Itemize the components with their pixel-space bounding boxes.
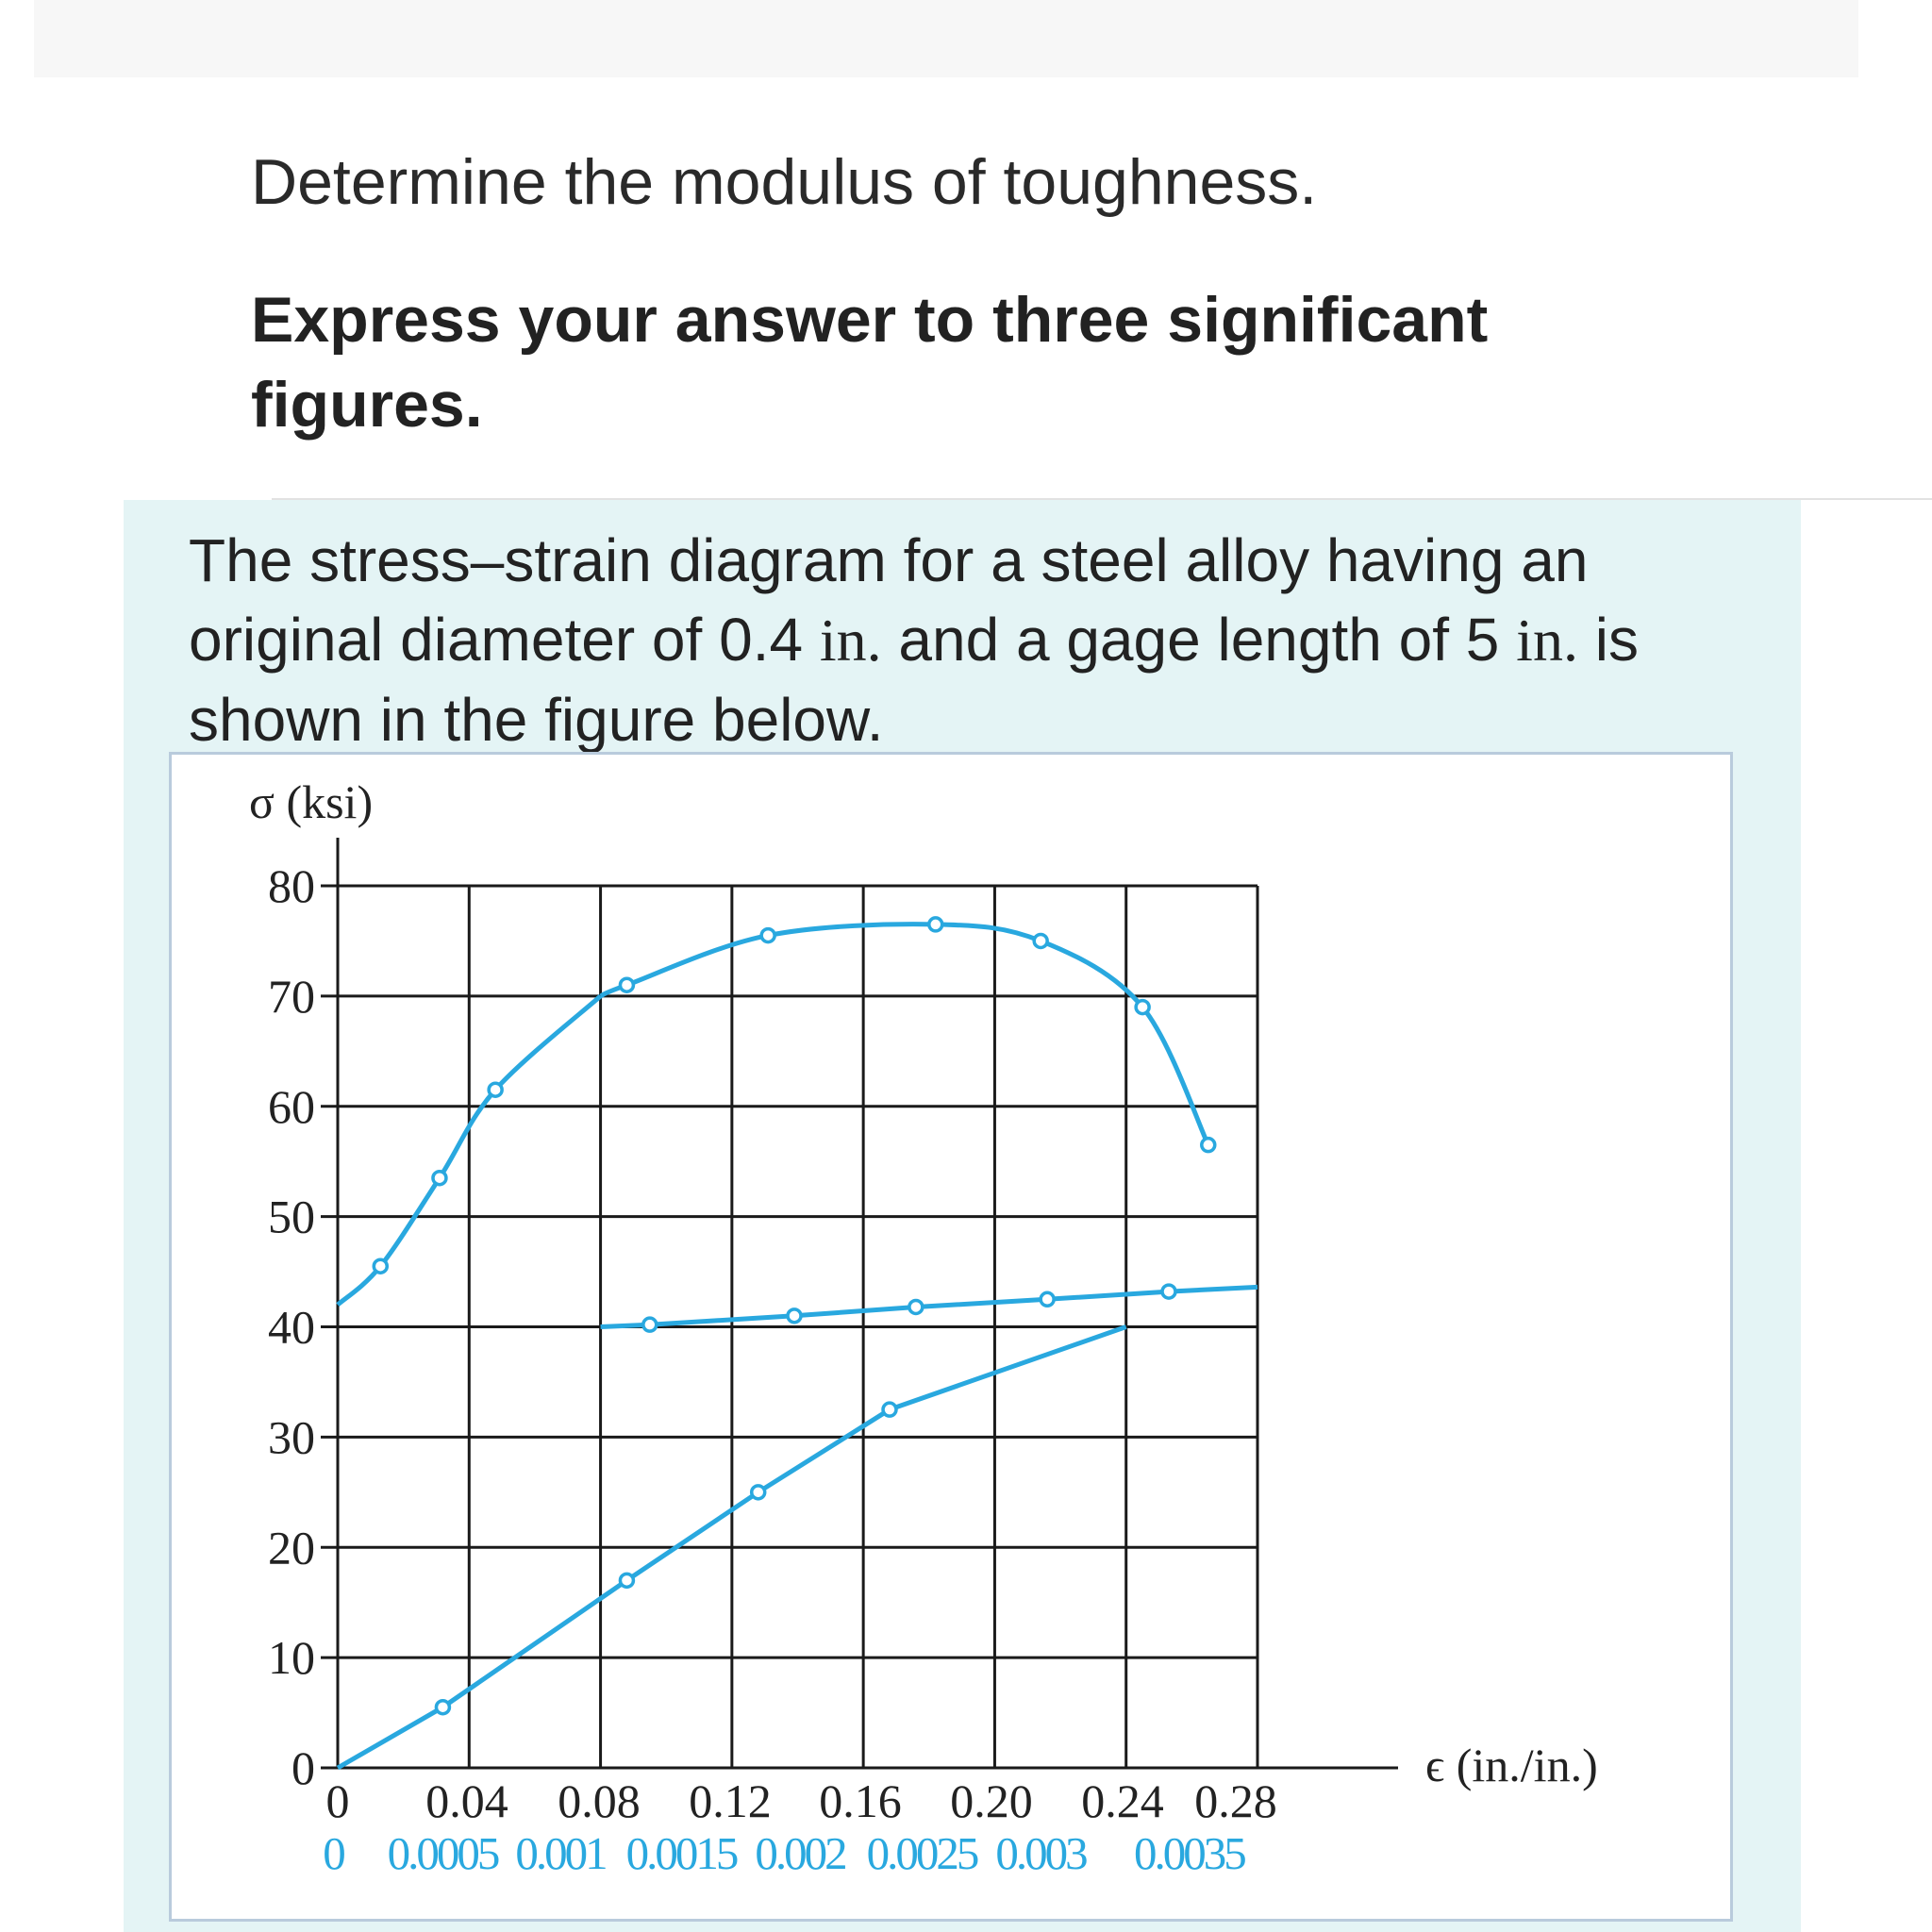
data-point-s0-0	[372, 1257, 390, 1274]
stress-strain-figure: σ (ksi) ϵ (in./in.) 0 10 20 30 40 50 60 70 80 0 0.…	[169, 752, 1733, 1922]
x-tick-label-primary: 0.24	[1081, 1774, 1164, 1827]
data-point-s0-2	[487, 1081, 504, 1098]
x-tick-label-secondary: 0.0035	[1134, 1827, 1245, 1879]
x-tick-label-primary: 0.12	[689, 1774, 772, 1827]
data-point-s2-4	[1160, 1283, 1177, 1300]
data-point-s0-5	[927, 916, 944, 933]
unit-diameter: in.	[819, 607, 882, 674]
x-tick-label-secondary: 0.001	[515, 1827, 606, 1879]
data-point-s0-4	[759, 926, 776, 944]
y-tick-label: 10	[268, 1631, 315, 1684]
problem-text-1: The stress–strain diagram for a steel al…	[189, 526, 1589, 674]
grid	[321, 838, 1398, 1770]
data-point-s2-1	[786, 1307, 803, 1324]
data-point-s1-0	[434, 1698, 452, 1716]
unit-gage-length: in.	[1516, 607, 1578, 674]
data-point-s0-1	[431, 1169, 448, 1187]
x-tick-label-secondary: 0.002	[755, 1827, 845, 1879]
data-points	[372, 916, 1217, 1716]
question-prompt: Determine the modulus of toughness.	[251, 146, 1318, 218]
data-point-s2-3	[1039, 1291, 1056, 1308]
x-tick-label-primary: 0.28	[1194, 1774, 1277, 1827]
problem-statement: The stress–strain diagram for a steel al…	[189, 521, 1774, 759]
x-tick-label-secondary: 0.003	[995, 1827, 1087, 1879]
x-tick-label-primary: 0.20	[950, 1774, 1033, 1827]
stress-strain-chart: σ (ksi) ϵ (in./in.) 0 10 20 30 40 50 60 70 80 0 0.…	[249, 775, 1598, 1879]
data-point-s0-8	[1200, 1136, 1217, 1154]
divider	[272, 498, 1932, 500]
x-tick-label-secondary: 0	[323, 1827, 344, 1879]
y-tick-label: 80	[268, 859, 315, 912]
data-point-s0-6	[1032, 932, 1049, 950]
x-tick-label-secondary: 0.0005	[388, 1827, 499, 1879]
top-bar	[34, 0, 1858, 77]
data-point-s2-0	[641, 1316, 658, 1333]
x-tick-label-secondary: 0.0025	[867, 1827, 978, 1879]
curve-upper-scale-plastic	[599, 922, 1211, 1146]
data-point-s1-3	[881, 1401, 898, 1418]
y-tick-label: 50	[268, 1191, 315, 1243]
problem-text-2: and a gage length of 5	[881, 606, 1517, 674]
y-axis-label: σ (ksi)	[249, 775, 373, 828]
x-tick-label-primary: 0.04	[425, 1774, 508, 1827]
y-tick-label: 20	[268, 1521, 315, 1574]
data-point-s1-2	[749, 1484, 767, 1501]
curve-elastic-region	[336, 1324, 1127, 1771]
problem-text-3: is shown in the figure below.	[189, 606, 1639, 754]
x-tick-label-primary: 0	[326, 1774, 350, 1827]
x-axis-label: ϵ (in./in.)	[1425, 1739, 1598, 1791]
x-tick-label-secondary: 0.0015	[626, 1827, 738, 1879]
y-tick-label: 30	[268, 1410, 315, 1463]
curves	[336, 922, 1258, 1771]
x-tick-label-primary: 0.08	[558, 1774, 641, 1827]
curve-lower-plastic	[600, 1284, 1258, 1329]
y-tick-label: 70	[268, 970, 315, 1023]
data-point-s0-3	[618, 976, 636, 993]
answer-instruction: Express your answer to three significant…	[251, 284, 1489, 441]
y-tick-label: 40	[268, 1301, 315, 1354]
axis-labels: σ (ksi) ϵ (in./in.) 0 10 20 30 40 50 60 70 80 0 0.…	[249, 775, 1598, 1879]
data-point-s1-1	[618, 1572, 636, 1590]
y-tick-label: 60	[268, 1080, 315, 1133]
x-tick-label-primary: 0.16	[819, 1774, 902, 1827]
data-point-s2-2	[908, 1298, 924, 1316]
data-point-s0-7	[1134, 998, 1151, 1016]
y-tick-label: 0	[291, 1741, 315, 1794]
